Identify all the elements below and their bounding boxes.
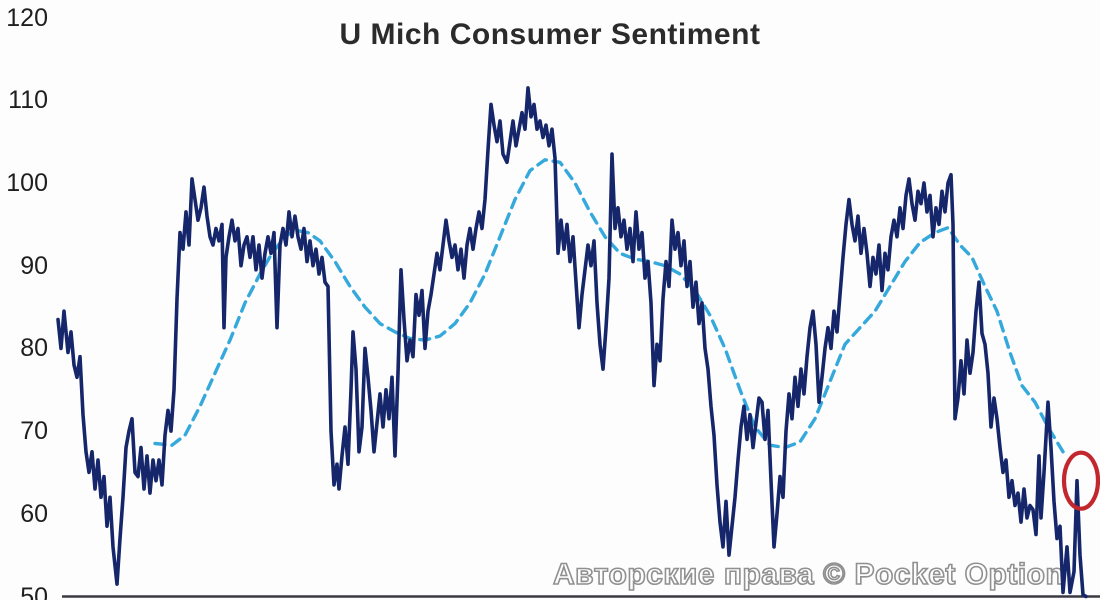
y-tick-50: 50 xyxy=(20,582,48,600)
sentiment-line xyxy=(56,86,1088,599)
chart-title: U Mich Consumer Sentiment xyxy=(339,18,761,51)
y-tick-90: 90 xyxy=(20,251,48,280)
highlight-circle-annotation xyxy=(1061,450,1100,511)
y-tick-70: 70 xyxy=(20,417,48,446)
y-tick-100: 100 xyxy=(6,169,48,197)
y-tick-110: 110 xyxy=(8,86,48,115)
y-tick-80: 80 xyxy=(20,334,48,363)
watermark-text: Авторские права © Pocket Option xyxy=(552,557,1065,592)
y-tick-60: 60 xyxy=(20,499,48,528)
y-tick-120: 120 xyxy=(6,3,48,32)
